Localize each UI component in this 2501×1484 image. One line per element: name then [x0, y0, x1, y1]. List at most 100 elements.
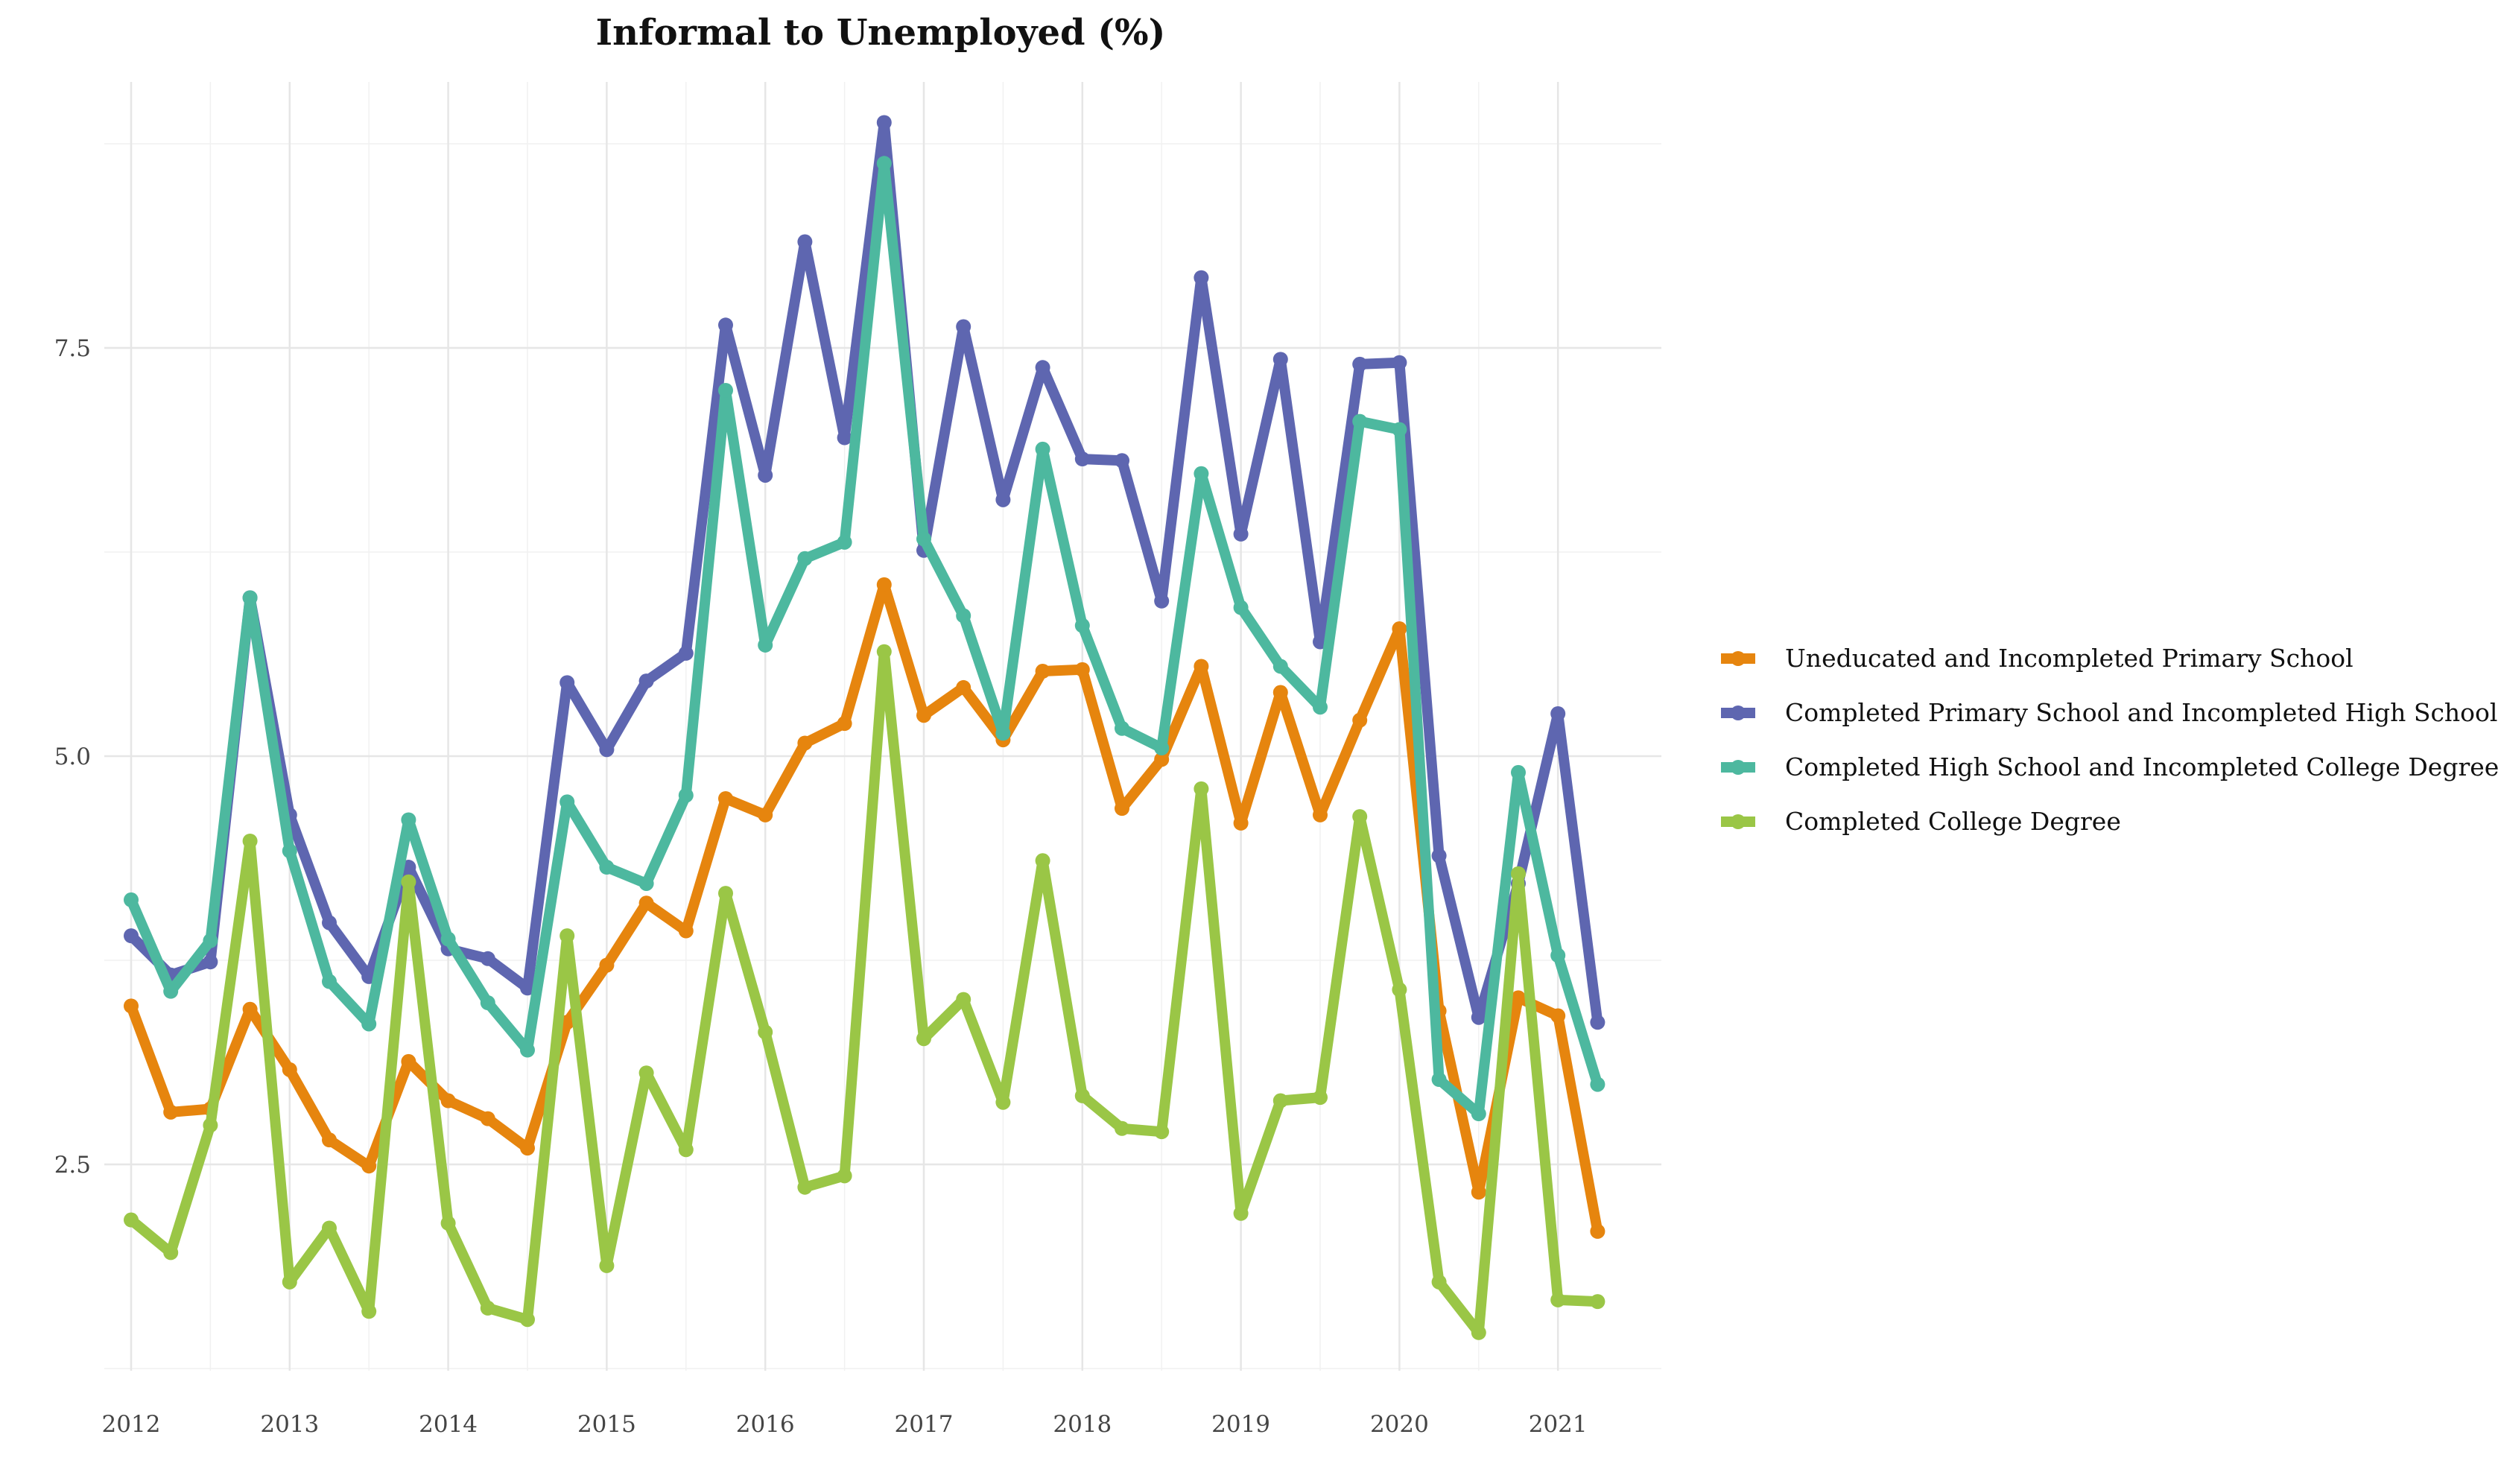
data-point	[1471, 1185, 1486, 1200]
tick-labels: 2012 2013 2014 2015 2016 2017 2018 2019 2020 2021…	[54, 335, 1588, 1438]
data-point	[837, 534, 852, 550]
data-point	[1074, 1088, 1090, 1103]
data-point	[1154, 741, 1170, 756]
x-tick-label: 2017	[895, 1411, 954, 1438]
legend: Uneducated and Incompleted Primary Schoo…	[1721, 644, 2499, 836]
data-point	[797, 551, 813, 566]
data-point	[560, 794, 575, 810]
data-point	[1471, 1106, 1486, 1122]
data-point	[718, 317, 733, 333]
data-point	[995, 726, 1011, 741]
data-point	[401, 812, 416, 828]
series-line-4	[126, 646, 1603, 1338]
data-point	[1233, 600, 1249, 615]
data-point	[1471, 1009, 1486, 1025]
data-point	[1233, 526, 1249, 542]
data-point	[1035, 441, 1050, 457]
data-point	[638, 1065, 654, 1081]
data-point	[1550, 948, 1566, 963]
data-point	[1313, 700, 1328, 715]
data-point	[1550, 1008, 1566, 1024]
data-point	[560, 928, 575, 944]
data-point	[1511, 866, 1526, 881]
data-point	[124, 998, 139, 1014]
data-point	[1590, 1076, 1605, 1092]
data-point	[1313, 807, 1328, 822]
data-point	[758, 637, 773, 653]
data-point	[1035, 360, 1050, 375]
data-point	[1074, 451, 1090, 467]
data-point	[995, 1094, 1011, 1110]
data-point	[203, 954, 218, 970]
data-point	[124, 892, 139, 907]
data-point	[1074, 662, 1090, 677]
data-point	[1272, 685, 1288, 700]
data-point	[1272, 352, 1288, 367]
data-point	[1352, 413, 1368, 429]
legend-swatch-point	[1731, 760, 1746, 775]
data-point	[242, 1001, 258, 1017]
data-point	[1431, 848, 1447, 863]
data-point	[322, 1220, 337, 1236]
data-point	[1194, 659, 1209, 674]
legend-swatch-point	[1731, 705, 1746, 720]
data-point	[322, 1132, 337, 1148]
data-point	[480, 1300, 495, 1316]
series-line-2	[126, 117, 1603, 1028]
legend-label: Completed Primary School and Incompleted…	[1785, 698, 2497, 727]
data-point	[1154, 1124, 1170, 1140]
data-point	[203, 1117, 218, 1133]
x-tick-label: 2021	[1529, 1411, 1588, 1438]
data-point	[956, 679, 971, 695]
data-point	[1272, 1093, 1288, 1109]
data-point	[916, 708, 931, 723]
x-tick-label: 2015	[577, 1411, 636, 1438]
data-point	[876, 156, 892, 171]
data-point	[1352, 712, 1368, 728]
data-point	[1550, 1292, 1566, 1307]
data-point	[599, 1258, 615, 1273]
data-point	[520, 980, 535, 996]
data-point	[797, 1179, 813, 1195]
data-point	[1074, 618, 1090, 633]
data-point	[440, 1215, 456, 1231]
data-point	[322, 974, 337, 989]
data-point	[124, 928, 139, 944]
data-point	[1154, 593, 1170, 609]
data-point	[718, 886, 733, 901]
data-point	[440, 1093, 456, 1109]
x-tick-label: 2013	[260, 1411, 319, 1438]
data-point	[242, 833, 258, 849]
data-point	[638, 673, 654, 689]
data-point	[203, 933, 218, 948]
data-point	[758, 467, 773, 483]
data-point	[758, 1024, 773, 1040]
data-point	[916, 1031, 931, 1047]
data-point	[1590, 1223, 1605, 1239]
data-point	[678, 1142, 694, 1158]
data-point	[1154, 752, 1170, 767]
data-point	[1233, 815, 1249, 831]
data-point	[678, 923, 694, 939]
data-point	[837, 430, 852, 445]
data-point	[1194, 466, 1209, 481]
data-point	[401, 1053, 416, 1069]
data-point	[758, 807, 773, 822]
data-point	[718, 382, 733, 398]
data-point	[163, 1245, 179, 1261]
data-point	[837, 716, 852, 732]
data-point	[361, 1016, 377, 1032]
y-tick-label: 2.5	[54, 1152, 91, 1179]
series-line-3	[126, 158, 1603, 1119]
data-point	[1352, 356, 1368, 372]
data-point	[1115, 1120, 1129, 1136]
data-point	[361, 1158, 377, 1174]
data-point	[638, 895, 654, 911]
x-tick-label: 2016	[736, 1411, 795, 1438]
data-point	[1590, 1015, 1605, 1030]
data-point	[361, 1304, 377, 1319]
data-point	[1352, 809, 1368, 825]
data-point	[876, 644, 892, 659]
data-point	[1471, 1325, 1486, 1340]
